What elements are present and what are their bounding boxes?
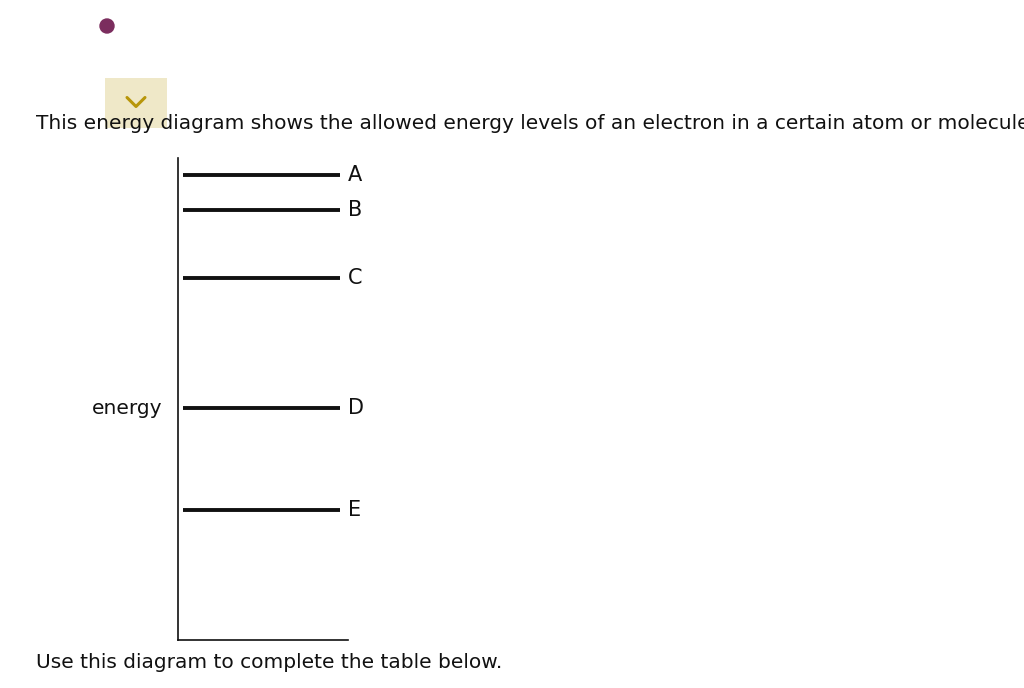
FancyBboxPatch shape — [105, 76, 167, 128]
Text: Use this diagram to complete the table below.: Use this diagram to complete the table b… — [36, 653, 502, 672]
Text: B: B — [348, 200, 362, 220]
Text: energy: energy — [91, 398, 162, 418]
Text: ELECTRONIC STRUCTURE AND CHEMICAL BONDING: ELECTRONIC STRUCTURE AND CHEMICAL BONDIN… — [120, 19, 423, 32]
Text: C: C — [348, 268, 362, 288]
Text: D: D — [348, 398, 364, 418]
Text: A: A — [348, 165, 362, 185]
Text: Predicting the qualitative features of a line spectrum: Predicting the qualitative features of a… — [104, 46, 733, 66]
Circle shape — [100, 19, 114, 33]
Text: E: E — [348, 500, 361, 520]
Text: This energy diagram shows the allowed energy levels of an electron in a certain : This energy diagram shows the allowed en… — [36, 114, 1024, 133]
